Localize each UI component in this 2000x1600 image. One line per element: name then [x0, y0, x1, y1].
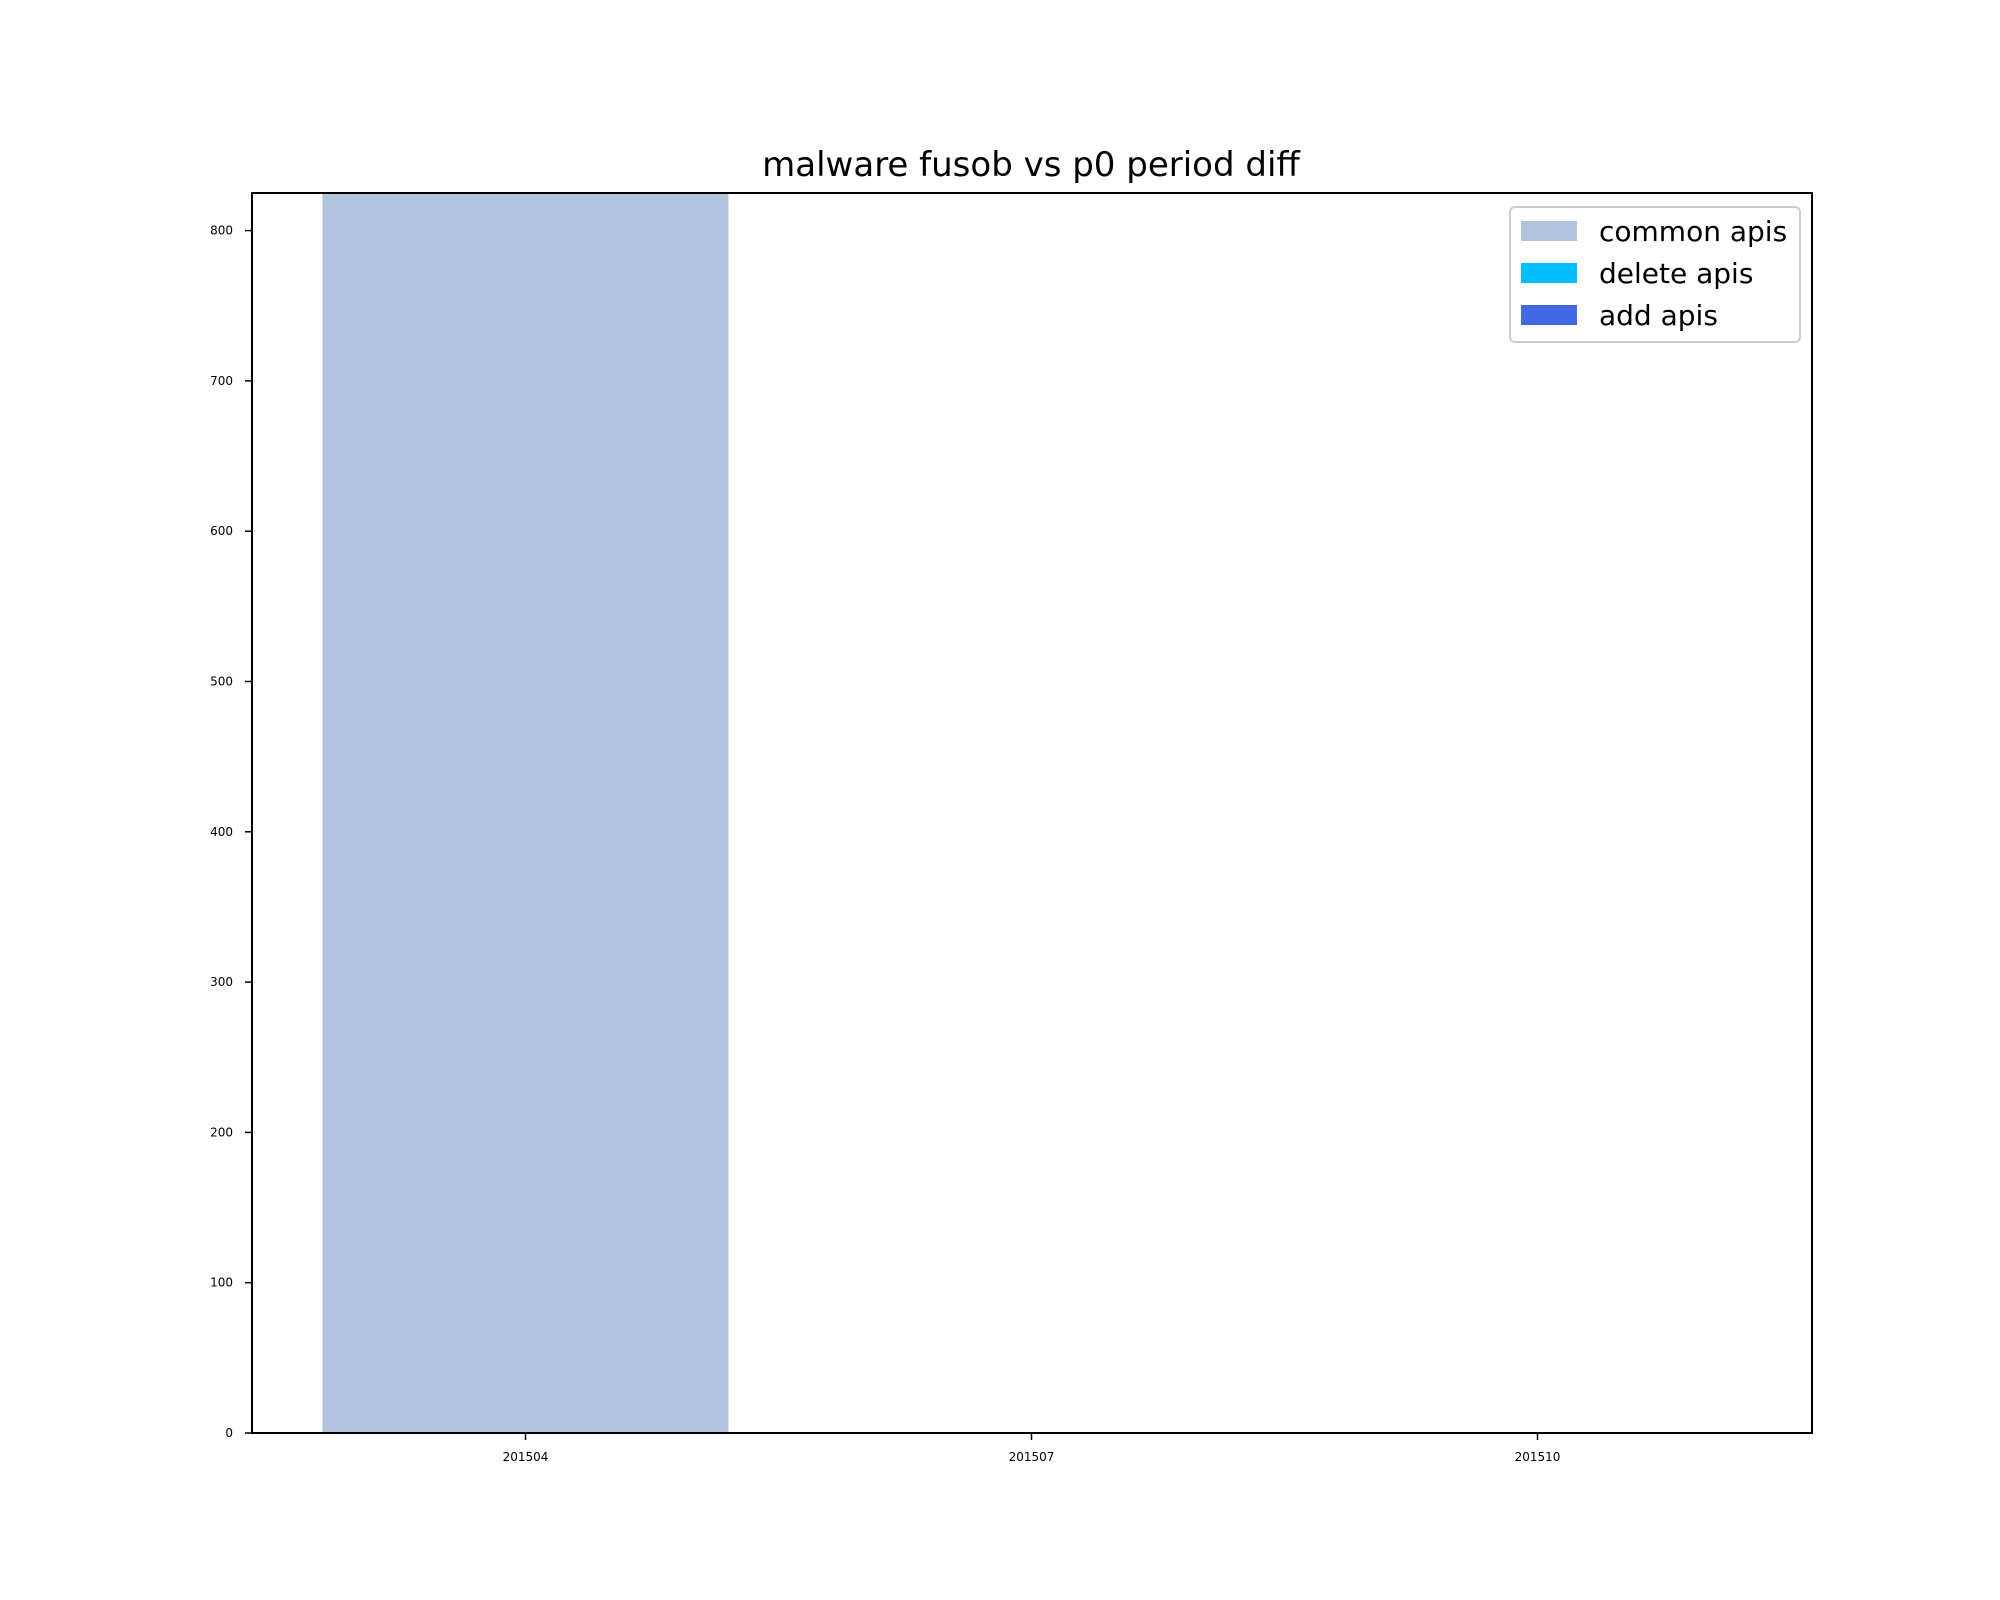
x-tick-label: 201510 [1515, 1450, 1561, 1464]
legend-label-delete-apis: delete apis [1599, 257, 1753, 290]
bars-layer [322, 193, 729, 1433]
legend-swatch-delete-apis [1521, 263, 1577, 283]
y-tick-label: 800 [210, 224, 233, 238]
bar-common-apis-201504 [322, 193, 729, 1433]
legend-swatch-common-apis [1521, 221, 1577, 241]
y-tick-label: 0 [225, 1426, 233, 1440]
y-tick-label: 100 [210, 1276, 233, 1290]
legend-box [1509, 206, 1801, 343]
y-tick-label: 500 [210, 674, 233, 688]
y-tick-label: 400 [210, 825, 233, 839]
x-axis: 201504 201507 201510 [503, 1433, 1561, 1464]
x-tick-label: 201504 [503, 1450, 549, 1464]
y-axis: 0 100 200 300 400 500 600 700 800 [210, 224, 252, 1440]
y-tick-label: 300 [210, 975, 233, 989]
y-tick-label: 200 [210, 1125, 233, 1139]
legend: common apis delete apis add apis [1509, 206, 1801, 343]
legend-label-add-apis: add apis [1599, 299, 1718, 332]
x-tick-label: 201507 [1009, 1450, 1055, 1464]
legend-label-common-apis: common apis [1599, 215, 1787, 248]
y-tick-label: 700 [210, 374, 233, 388]
chart-title: malware fusob vs p0 period diff [762, 145, 1301, 185]
legend-swatch-add-apis [1521, 305, 1577, 325]
y-tick-label: 600 [210, 524, 233, 538]
